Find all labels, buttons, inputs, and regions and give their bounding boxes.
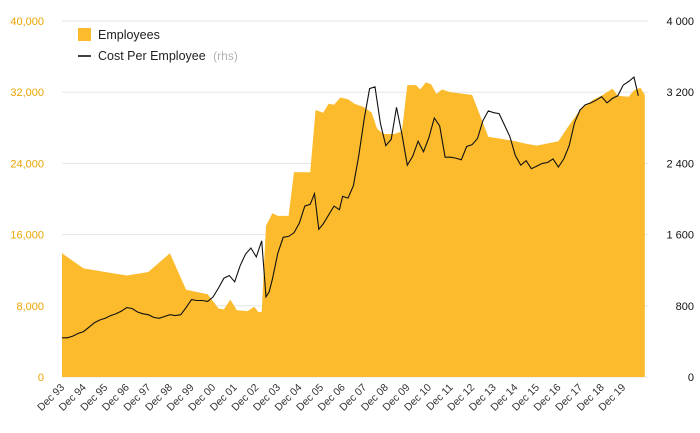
left-tick-label: 24,000 (10, 158, 44, 170)
legend-cost-rhs-note: (rhs) (213, 49, 238, 63)
right-tick-label: 0 (688, 372, 694, 384)
left-tick-label: 0 (38, 372, 44, 384)
legend-cost-label-text: Cost Per Employee (98, 49, 206, 63)
left-tick-label: 8,000 (16, 301, 44, 313)
employees-area (62, 82, 645, 378)
legend: Employees Cost Per Employee (rhs) (78, 28, 238, 63)
legend-employees-label: Employees (98, 28, 160, 42)
right-axis-ticks: 0 800 1 600 2 400 3 200 4 000 (666, 16, 694, 384)
left-tick-label: 32,000 (10, 87, 44, 99)
left-tick-label: 40,000 (10, 16, 44, 28)
left-tick-label: 16,000 (10, 230, 44, 242)
right-tick-label: 3 200 (666, 87, 694, 99)
right-tick-label: 2 400 (666, 158, 694, 170)
right-tick-label: 800 (676, 301, 694, 313)
right-tick-label: 4 000 (666, 16, 694, 28)
cost-per-employee-line (62, 76, 639, 339)
legend-employees-swatch (78, 28, 91, 41)
right-tick-label: 1 600 (666, 230, 694, 242)
left-axis-ticks: 0 8,000 16,000 24,000 32,000 40,000 (10, 16, 44, 384)
legend-cost-label: Cost Per Employee (rhs) (98, 49, 238, 63)
